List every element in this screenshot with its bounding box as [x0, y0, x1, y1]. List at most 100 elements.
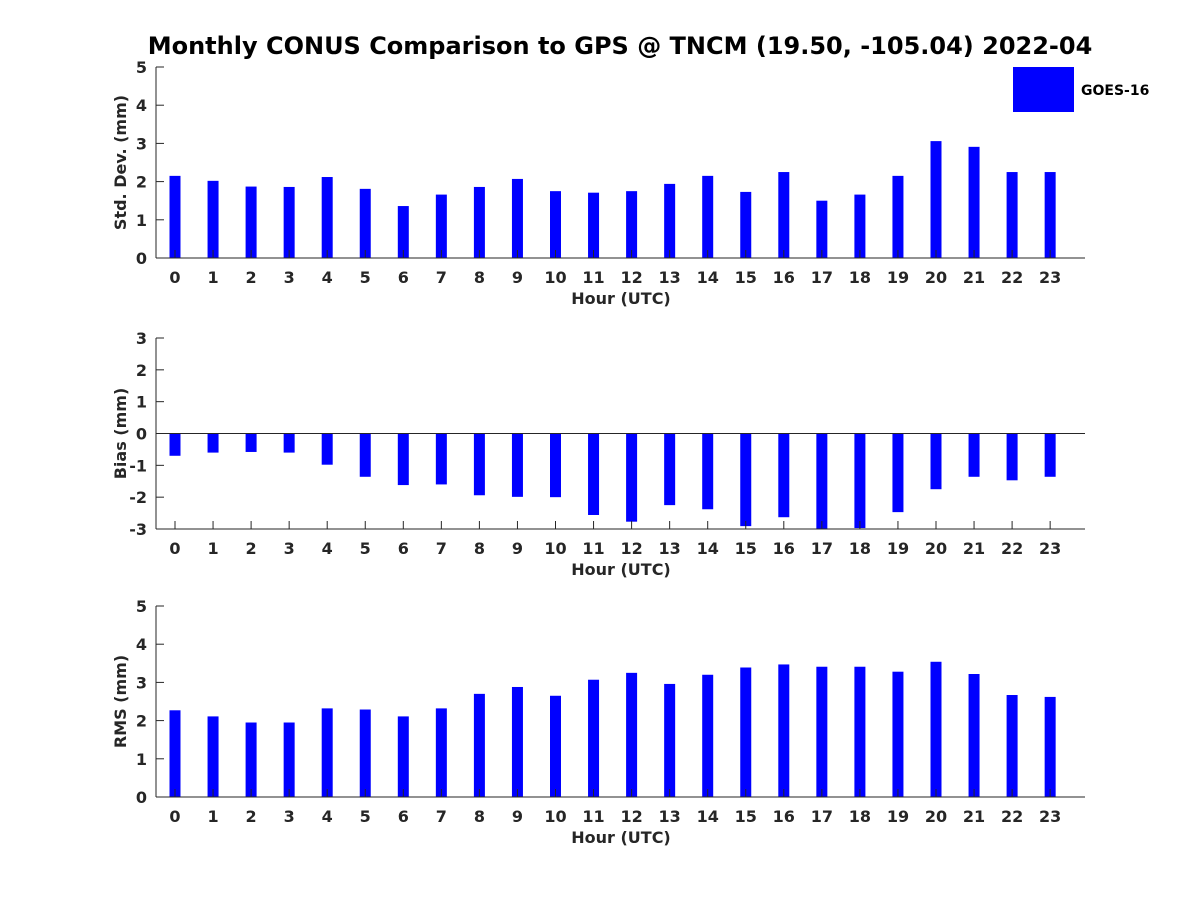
bar-rms-mm-hour-0	[169, 710, 181, 797]
bar-rms-mm-hour-4	[321, 708, 333, 797]
x-tick-label-std-dev-mm: 18	[849, 268, 871, 287]
y-tick-label-bias-mm: -2	[129, 488, 147, 507]
x-tick-label-std-dev-mm: 9	[512, 268, 523, 287]
x-tick-label-bias-mm: 20	[925, 539, 947, 558]
bar-bias-mm-hour-10	[550, 433, 561, 498]
bar-rms-mm-hour-15	[740, 667, 752, 797]
x-tick-label-rms-mm: 8	[474, 807, 485, 826]
bar-rms-mm-hour-12	[626, 672, 638, 797]
bar-bias-mm-hour-21	[968, 433, 980, 477]
x-axis-label-std-dev-mm: Hour (UTC)	[571, 289, 671, 308]
x-tick-label-std-dev-mm: 3	[284, 268, 295, 287]
bar-bias-mm-hour-5	[359, 433, 371, 477]
bar-std-dev-mm-hour-21	[968, 146, 980, 258]
y-tick-label-bias-mm: -3	[129, 520, 147, 539]
y-tick-label-bias-mm: 1	[136, 393, 147, 412]
x-tick-label-bias-mm: 1	[207, 539, 218, 558]
x-tick-label-rms-mm: 10	[544, 807, 566, 826]
x-tick-label-bias-mm: 15	[735, 539, 757, 558]
bar-bias-mm-hour-14	[702, 433, 714, 510]
x-tick-label-bias-mm: 11	[582, 539, 604, 558]
bar-std-dev-mm-hour-23	[1044, 172, 1056, 258]
y-tick-label-rms-mm: 0	[136, 788, 147, 807]
x-tick-label-bias-mm: 18	[849, 539, 871, 558]
bar-std-dev-mm-hour-10	[550, 191, 561, 258]
x-tick-label-std-dev-mm: 4	[322, 268, 333, 287]
x-tick-label-std-dev-mm: 17	[811, 268, 833, 287]
x-tick-label-std-dev-mm: 1	[207, 268, 218, 287]
bar-bias-mm-hour-1	[207, 433, 219, 453]
bar-bias-mm-hour-20	[930, 433, 942, 490]
bar-bias-mm-hour-8	[473, 433, 485, 496]
bar-std-dev-mm-hour-8	[473, 186, 485, 258]
x-tick-label-std-dev-mm: 13	[659, 268, 681, 287]
x-tick-label-bias-mm: 13	[659, 539, 681, 558]
bar-std-dev-mm-hour-15	[740, 191, 752, 258]
y-tick-label-bias-mm: 0	[136, 425, 147, 444]
bar-rms-mm-hour-9	[511, 686, 523, 797]
x-tick-label-std-dev-mm: 10	[544, 268, 566, 287]
bar-rms-mm-hour-16	[778, 664, 790, 797]
bar-rms-mm-hour-5	[359, 709, 371, 797]
x-tick-label-rms-mm: 5	[360, 807, 371, 826]
x-tick-label-rms-mm: 2	[246, 807, 257, 826]
y-axis-label-std-dev-mm: Std. Dev. (mm)	[111, 95, 130, 230]
x-tick-label-rms-mm: 1	[207, 807, 218, 826]
x-tick-label-bias-mm: 10	[544, 539, 566, 558]
x-tick-label-std-dev-mm: 14	[697, 268, 719, 287]
x-axis-label-bias-mm: Hour (UTC)	[571, 560, 671, 579]
bar-std-dev-mm-hour-17	[816, 200, 828, 258]
x-tick-label-rms-mm: 9	[512, 807, 523, 826]
x-tick-label-bias-mm: 14	[697, 539, 719, 558]
bar-bias-mm-hour-6	[397, 433, 409, 486]
legend: GOES-16	[1013, 67, 1149, 112]
y-axis-label-rms-mm: RMS (mm)	[111, 655, 130, 748]
bar-bias-mm-hour-9	[511, 433, 523, 497]
x-tick-label-bias-mm: 0	[169, 539, 180, 558]
bar-std-dev-mm-hour-22	[1006, 172, 1018, 258]
bar-std-dev-mm-hour-19	[892, 175, 904, 258]
x-tick-label-bias-mm: 19	[887, 539, 909, 558]
x-tick-label-rms-mm: 13	[659, 807, 681, 826]
y-tick-label-rms-mm: 3	[136, 673, 147, 692]
x-tick-label-std-dev-mm: 6	[398, 268, 409, 287]
bar-rms-mm-hour-21	[968, 674, 980, 797]
x-tick-label-rms-mm: 20	[925, 807, 947, 826]
bar-std-dev-mm-hour-13	[664, 183, 676, 258]
x-tick-label-rms-mm: 14	[697, 807, 719, 826]
bar-bias-mm-hour-23	[1044, 433, 1056, 477]
x-tick-label-rms-mm: 15	[735, 807, 757, 826]
x-tick-label-std-dev-mm: 21	[963, 268, 985, 287]
x-tick-label-std-dev-mm: 7	[436, 268, 447, 287]
x-tick-label-bias-mm: 6	[398, 539, 409, 558]
y-tick-label-rms-mm: 5	[136, 597, 147, 616]
bar-bias-mm-hour-22	[1006, 433, 1018, 481]
bar-rms-mm-hour-22	[1006, 695, 1018, 797]
x-tick-label-bias-mm: 7	[436, 539, 447, 558]
x-tick-label-bias-mm: 2	[246, 539, 257, 558]
x-tick-label-rms-mm: 23	[1039, 807, 1061, 826]
x-tick-label-rms-mm: 18	[849, 807, 871, 826]
y-tick-label-std-dev-mm: 0	[136, 249, 147, 268]
x-tick-label-std-dev-mm: 23	[1039, 268, 1061, 287]
bar-bias-mm-hour-2	[245, 433, 257, 452]
bar-rms-mm-hour-7	[435, 708, 447, 797]
chart-title: Monthly CONUS Comparison to GPS @ TNCM (…	[148, 32, 1093, 60]
bar-bias-mm-hour-13	[664, 433, 676, 506]
bar-std-dev-mm-hour-5	[359, 188, 371, 258]
bar-rms-mm-hour-3	[283, 722, 295, 797]
bar-bias-mm-hour-0	[169, 433, 181, 456]
bar-std-dev-mm-hour-12	[626, 191, 638, 258]
x-tick-label-bias-mm: 22	[1001, 539, 1023, 558]
y-tick-label-rms-mm: 4	[136, 635, 147, 654]
bar-std-dev-mm-hour-16	[778, 172, 790, 258]
x-tick-label-bias-mm: 9	[512, 539, 523, 558]
x-tick-label-rms-mm: 17	[811, 807, 833, 826]
y-tick-label-std-dev-mm: 3	[136, 134, 147, 153]
bar-rms-mm-hour-19	[892, 671, 904, 797]
x-tick-label-std-dev-mm: 11	[582, 268, 604, 287]
x-tick-label-bias-mm: 5	[360, 539, 371, 558]
bar-rms-mm-hour-23	[1044, 696, 1056, 797]
